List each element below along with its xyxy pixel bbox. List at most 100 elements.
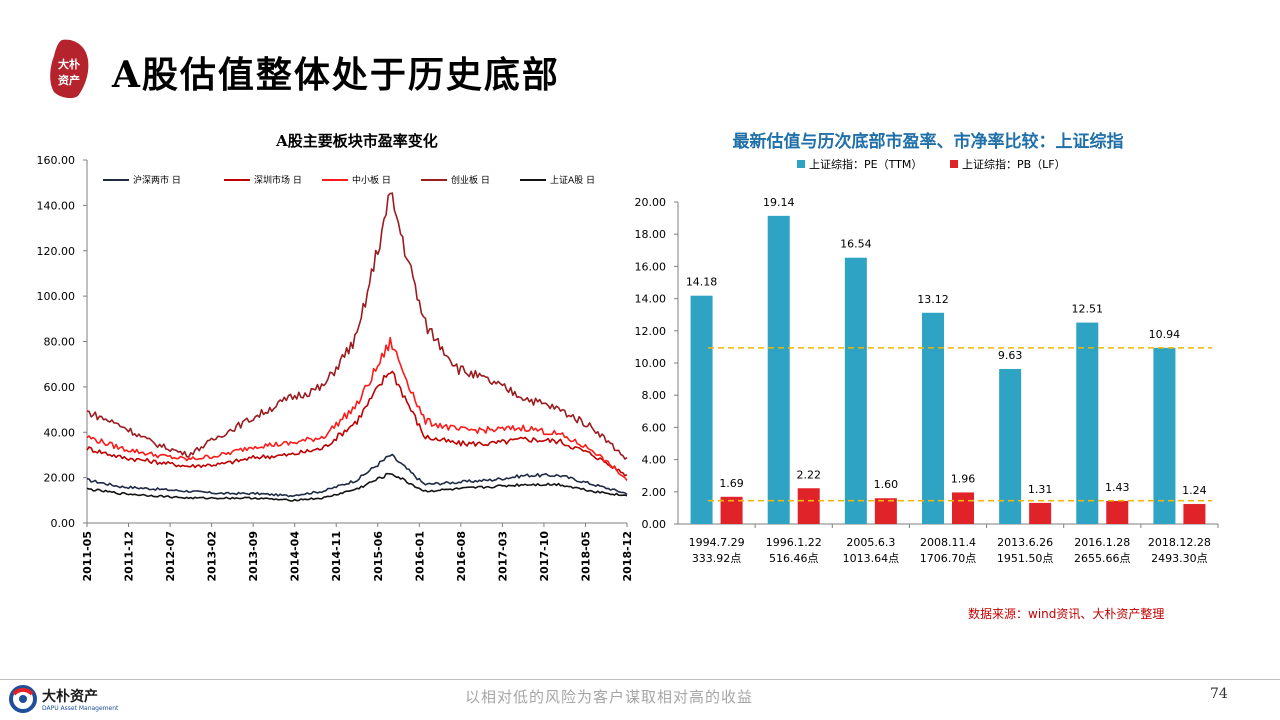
pe-line-chart: A股主要板块市盈率变化 0.00 20.00 40.00 60.00 80.00 100.0…: [37, 132, 635, 582]
line-x-tick-label: 2013-02: [206, 531, 219, 582]
bar-data-label: 10.94: [1149, 328, 1181, 341]
line-legend-label: 上证A股 日: [550, 175, 595, 186]
logo-text-2: 资产: [58, 73, 80, 87]
bar-data-label: 1.24: [1182, 484, 1207, 497]
line-x-tick-label: 2011-05: [81, 531, 94, 582]
footer-brand: 大朴资产: [42, 689, 98, 705]
bar-data-label: 1.69: [719, 477, 744, 490]
line-y-tick-label: 20.00: [44, 472, 76, 485]
line-series: [86, 336, 628, 481]
logo-text-1: 大朴: [58, 57, 80, 71]
bar: [874, 498, 897, 524]
bar: [1153, 347, 1176, 524]
line-x-tick-label: 2014-11: [330, 531, 343, 582]
footer-brand-en: DAPU Asset Management: [42, 705, 119, 712]
line-y-tick-label: 120.00: [37, 245, 76, 258]
bar: [767, 215, 790, 524]
bar-category-sublabel: 2655.66点: [1074, 552, 1131, 565]
line-series: [86, 192, 628, 460]
line-legend-label: 沪深两市 日: [133, 174, 181, 186]
bar-category-sublabel: 1013.64点: [843, 552, 900, 565]
line-x-tick-label: 2017-03: [496, 531, 509, 582]
bar-category-label: 1996.1.22: [766, 536, 822, 549]
line-x-tick-label: 2018-12: [621, 531, 634, 582]
line-x-tick-label: 2012-07: [164, 531, 177, 582]
bar-category-label: 2008.11.4: [920, 536, 976, 549]
line-x-tick-label: 2018-05: [579, 531, 592, 582]
bar: [797, 488, 820, 524]
bar-category-sublabel: 333.92点: [692, 552, 742, 565]
bar-y-tick-label: 20.00: [635, 196, 667, 209]
bar-category-label: 2013.6.26: [997, 536, 1053, 549]
bar-y-tick-label: 6.00: [642, 421, 667, 434]
bar-y-tick-label: 18.00: [635, 228, 667, 241]
line-x-tick-label: 2013-09: [247, 531, 260, 582]
line-series: [86, 370, 628, 477]
line-x-tick-label: 2017-10: [538, 531, 551, 582]
page-number: 74: [1210, 686, 1228, 702]
bar-data-label: 12.51: [1072, 303, 1104, 316]
bar: [952, 492, 974, 524]
bar-data-label: 1.96: [951, 472, 976, 485]
bar-data-label: 1.43: [1105, 481, 1130, 494]
bar-y-tick-label: 4.00: [642, 454, 667, 467]
bar-data-label: 19.14: [763, 196, 795, 209]
bar-y-tick-label: 0.00: [642, 518, 667, 531]
line-legend-label: 创业板 日: [451, 174, 490, 186]
line-x-tick-label: 2016-01: [413, 531, 426, 582]
bar-data-label: 16.54: [840, 238, 872, 251]
line-chart-title: A股主要板块市盈率变化: [275, 132, 438, 150]
bar-data-label: 13.12: [917, 293, 949, 306]
line-x-tick-label: 2011-12: [123, 531, 136, 582]
bar: [844, 257, 867, 524]
footer-slogan: 以相对低的风险为客户谋取相对高的收益: [465, 688, 754, 706]
line-y-tick-label: 40.00: [44, 426, 76, 439]
bar: [1029, 502, 1052, 524]
line-series: [86, 472, 628, 502]
bar: [690, 295, 713, 524]
bar: [999, 368, 1022, 524]
line-legend-label: 深圳市场 日: [254, 174, 302, 186]
bar-data-label: 1.31: [1028, 483, 1053, 496]
line-y-tick-label: 100.00: [37, 290, 76, 303]
bar-data-label: 14.18: [686, 276, 718, 289]
bar: [922, 312, 944, 524]
bar-y-tick-label: 14.00: [635, 293, 667, 306]
bar-legend-label: 上证综指：PB（LF）: [962, 157, 1066, 171]
bar-y-tick-label: 2.00: [642, 486, 667, 499]
bar: [1106, 500, 1129, 524]
line-y-tick-label: 0.00: [51, 517, 76, 530]
line-series: [86, 453, 628, 498]
bar-legend-swatch: [797, 160, 805, 168]
bar-category-sublabel: 2493.30点: [1151, 552, 1208, 565]
bar-y-tick-label: 12.00: [635, 325, 667, 338]
bar-chart-title: 最新估值与历次底部市盈率、市净率比较：上证综指: [733, 131, 1124, 152]
bar-legend-label: 上证综指：PE（TTM）: [809, 157, 922, 171]
bar: [720, 496, 743, 524]
page-title: A股估值整体处于历史底部: [112, 54, 560, 96]
line-legend-label: 中小板 日: [352, 174, 391, 186]
line-x-tick-label: 2016-08: [455, 531, 468, 582]
bar-category-sublabel: 1706.70点: [920, 552, 977, 565]
bar-data-label: 2.22: [796, 468, 821, 481]
line-y-tick-label: 140.00: [37, 199, 76, 212]
bar-category-label: 1994.7.29: [689, 536, 745, 549]
charts-canvas: A股主要板块市盈率变化 0.00 20.00 40.00 60.00 80.00 100.0…: [37, 131, 1219, 582]
bar-category-sublabel: 516.46点: [769, 552, 819, 565]
source-note: 数据来源：wind资讯、大朴资产整理: [968, 607, 1165, 621]
bar-category-sublabel: 1951.50点: [997, 552, 1054, 565]
line-y-tick-label: 60.00: [44, 381, 76, 394]
bar-category-label: 2018.12.28: [1148, 536, 1211, 549]
line-x-tick-label: 2014-04: [289, 531, 302, 582]
bar-data-label: 9.63: [998, 349, 1023, 362]
bar-legend-swatch: [950, 160, 958, 168]
bar-data-label: 1.60: [874, 478, 899, 491]
brand-logo: 大朴 资产: [50, 39, 89, 99]
bar: [1183, 504, 1206, 524]
bar-y-tick-label: 8.00: [642, 389, 667, 402]
line-x-tick-label: 2015-06: [372, 531, 385, 582]
bar-y-tick-label: 10.00: [635, 357, 667, 370]
line-y-tick-label: 80.00: [44, 336, 76, 349]
footer-divider: [0, 679, 1280, 680]
